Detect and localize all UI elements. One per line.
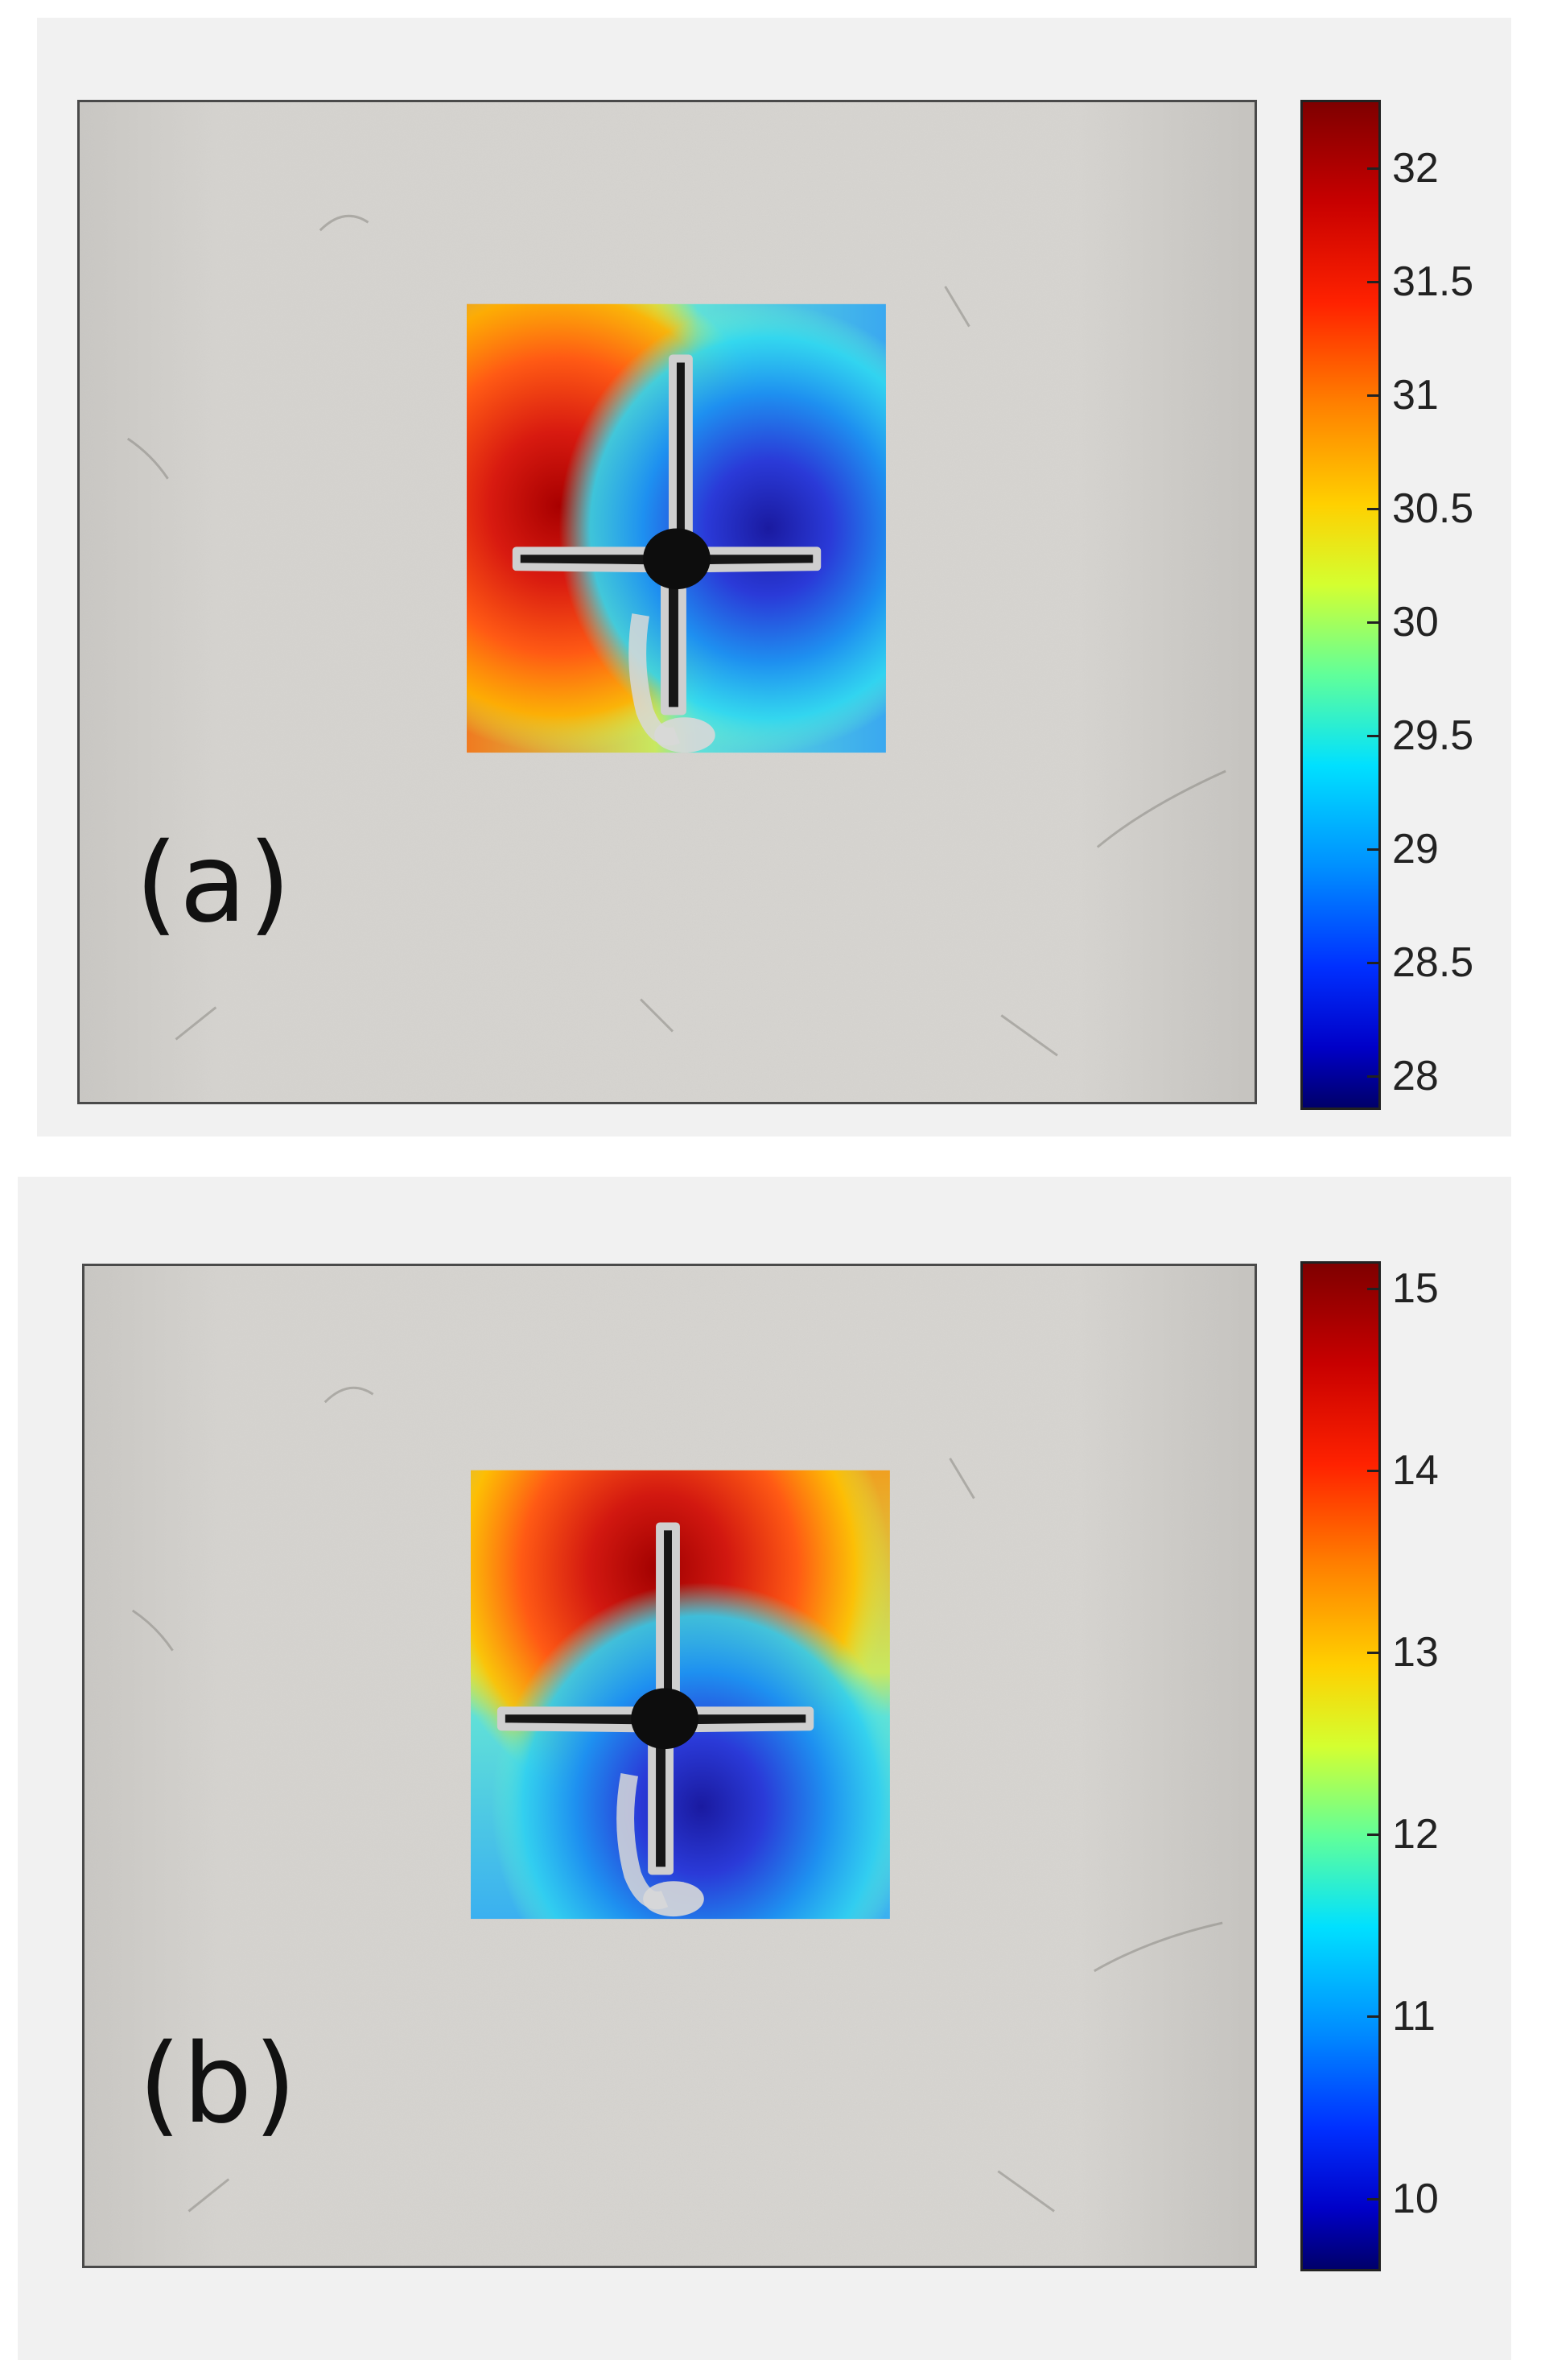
colorbar-tick-label: 13: [1392, 1629, 1439, 1677]
colorbar-tick-mark: [1367, 734, 1378, 737]
colorbar-tick-mark: [1367, 280, 1378, 283]
colorbar-tick-label: 28: [1392, 1052, 1439, 1099]
colorbar-tick-mark: [1367, 507, 1378, 510]
colorbar-tick-mark: [1367, 167, 1378, 170]
colorbar-tick-label: 15: [1392, 1264, 1439, 1312]
colorbar-tick-label: 31.5: [1392, 258, 1474, 305]
colorbar-tick-label: 30.5: [1392, 485, 1474, 532]
colorbar-a: [1300, 100, 1381, 1110]
colorbar-tick-mark: [1367, 1075, 1378, 1078]
wall-photo-a: [77, 100, 1257, 1104]
colorbar-tick-mark: [1367, 848, 1378, 851]
wall-photo-b-image: [84, 1266, 1255, 2266]
colorbar-tick-label: 14: [1392, 1447, 1439, 1495]
colorbar-tick-mark: [1367, 621, 1378, 624]
panel-label-b: (b): [138, 2021, 299, 2148]
colorbar-tick-mark: [1367, 1287, 1378, 1290]
colorbar-tick-mark: [1367, 1833, 1378, 1837]
panel-b: (b) 15 14 13 12 11 10: [18, 1177, 1511, 2360]
panel-label-a: (a): [135, 820, 293, 947]
colorbar-tick-mark: [1367, 2015, 1378, 2019]
cross-crack-b: [496, 1522, 814, 1917]
colorbar-tick-mark: [1367, 961, 1378, 964]
panel-a: (a) 32 31.5 31 30.5 30 29.5 29 28.5 28: [37, 18, 1511, 1136]
wall-photo-a-image: [80, 102, 1255, 1102]
colorbar-tick-label: 12: [1392, 1811, 1439, 1858]
colorbar-tick-label: 29: [1392, 825, 1439, 872]
colorbar-tick-mark: [1367, 1652, 1378, 1655]
colorbar-tick-label: 29.5: [1392, 712, 1474, 759]
colorbar-tick-label: 11: [1392, 1993, 1436, 2040]
colorbar-tick-label: 10: [1392, 2175, 1439, 2222]
colorbar-tick-label: 30: [1392, 598, 1439, 646]
wall-photo-b: [82, 1264, 1257, 2268]
colorbar-tick-label: 32: [1392, 144, 1439, 192]
cross-crack-a: [512, 354, 822, 753]
colorbar-tick-label: 28.5: [1392, 938, 1474, 986]
colorbar-tick-mark: [1367, 2197, 1378, 2201]
colorbar-tick-label: 31: [1392, 371, 1439, 419]
colorbar-tick-mark: [1367, 394, 1378, 397]
colorbar-tick-mark: [1367, 1470, 1378, 1473]
colorbar-b: [1300, 1261, 1381, 2271]
